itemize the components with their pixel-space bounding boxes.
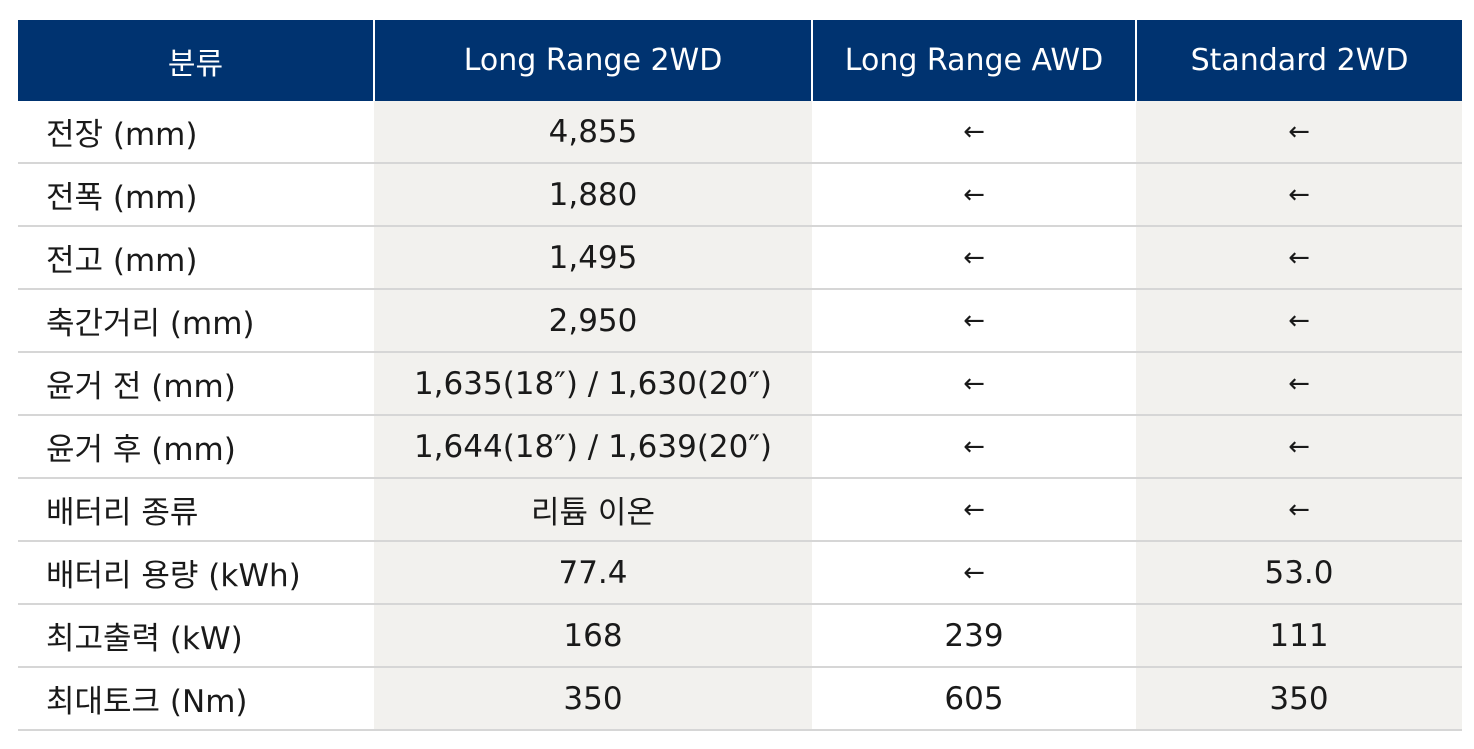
- table-row: 윤거 전 (mm) 1,635(18″) / 1,630(20″) ← ←: [18, 352, 1462, 416]
- cell-long-range-2wd: 1,880: [374, 163, 812, 227]
- cell-standard-2wd: ←: [1136, 415, 1462, 479]
- cell-long-range-awd: ←: [812, 478, 1136, 542]
- cell-standard-2wd: ←: [1136, 478, 1462, 542]
- cell-long-range-awd: ←: [812, 352, 1136, 416]
- cell-long-range-awd: ←: [812, 163, 1136, 227]
- header-standard-2wd: Standard 2WD: [1135, 20, 1462, 101]
- cell-standard-2wd: 350: [1136, 667, 1462, 731]
- cell-standard-2wd: 111: [1136, 604, 1462, 668]
- row-label: 전고 (mm): [18, 226, 374, 290]
- cell-standard-2wd: ←: [1136, 289, 1462, 353]
- table-body: 전장 (mm) 4,855 ← ← 전폭 (mm) 1,880 ← ← 전고 (…: [18, 101, 1462, 731]
- cell-long-range-awd: 605: [812, 667, 1136, 731]
- header-category: 분류: [18, 20, 374, 101]
- cell-long-range-2wd: 2,950: [374, 289, 812, 353]
- row-label: 윤거 전 (mm): [18, 352, 374, 416]
- cell-standard-2wd: ←: [1136, 163, 1462, 227]
- cell-standard-2wd: ←: [1136, 352, 1462, 416]
- table-row: 최대토크 (Nm) 350 605 350: [18, 667, 1462, 731]
- table-row: 전폭 (mm) 1,880 ← ←: [18, 163, 1462, 227]
- table-row: 축간거리 (mm) 2,950 ← ←: [18, 289, 1462, 353]
- cell-long-range-awd: ←: [812, 226, 1136, 290]
- cell-long-range-awd: ←: [812, 101, 1136, 164]
- table-row: 최고출력 (kW) 168 239 111: [18, 604, 1462, 668]
- table-row: 배터리 용량 (kWh) 77.4 ← 53.0: [18, 541, 1462, 605]
- table-row: 배터리 종류 리튬 이온 ← ←: [18, 478, 1462, 542]
- table-row: 윤거 후 (mm) 1,644(18″) / 1,639(20″) ← ←: [18, 415, 1462, 479]
- header-row: 분류 Long Range 2WD Long Range AWD Standar…: [18, 20, 1462, 101]
- row-label: 전폭 (mm): [18, 163, 374, 227]
- cell-long-range-awd: ←: [812, 289, 1136, 353]
- cell-long-range-2wd: 1,635(18″) / 1,630(20″): [374, 352, 812, 416]
- cell-long-range-awd: ←: [812, 415, 1136, 479]
- cell-long-range-2wd: 1,644(18″) / 1,639(20″): [374, 415, 812, 479]
- spec-table: 분류 Long Range 2WD Long Range AWD Standar…: [18, 20, 1462, 731]
- cell-long-range-2wd: 4,855: [374, 101, 812, 164]
- cell-long-range-2wd: 168: [374, 604, 812, 668]
- cell-standard-2wd: ←: [1136, 101, 1462, 164]
- table-header: 분류 Long Range 2WD Long Range AWD Standar…: [18, 20, 1462, 101]
- row-label: 배터리 종류: [18, 478, 374, 542]
- cell-standard-2wd: ←: [1136, 226, 1462, 290]
- row-label: 전장 (mm): [18, 101, 374, 164]
- row-label: 윤거 후 (mm): [18, 415, 374, 479]
- row-label: 최대토크 (Nm): [18, 667, 374, 731]
- header-long-range-awd: Long Range AWD: [811, 20, 1136, 101]
- row-label: 최고출력 (kW): [18, 604, 374, 668]
- row-label: 축간거리 (mm): [18, 289, 374, 353]
- cell-long-range-2wd: 77.4: [374, 541, 812, 605]
- cell-long-range-2wd: 1,495: [374, 226, 812, 290]
- table-row: 전고 (mm) 1,495 ← ←: [18, 226, 1462, 290]
- cell-long-range-awd: 239: [812, 604, 1136, 668]
- row-label: 배터리 용량 (kWh): [18, 541, 374, 605]
- cell-long-range-2wd: 리튬 이온: [374, 478, 812, 542]
- cell-standard-2wd: 53.0: [1136, 541, 1462, 605]
- cell-long-range-awd: ←: [812, 541, 1136, 605]
- cell-long-range-2wd: 350: [374, 667, 812, 731]
- header-long-range-2wd: Long Range 2WD: [373, 20, 812, 101]
- table-row: 전장 (mm) 4,855 ← ←: [18, 101, 1462, 164]
